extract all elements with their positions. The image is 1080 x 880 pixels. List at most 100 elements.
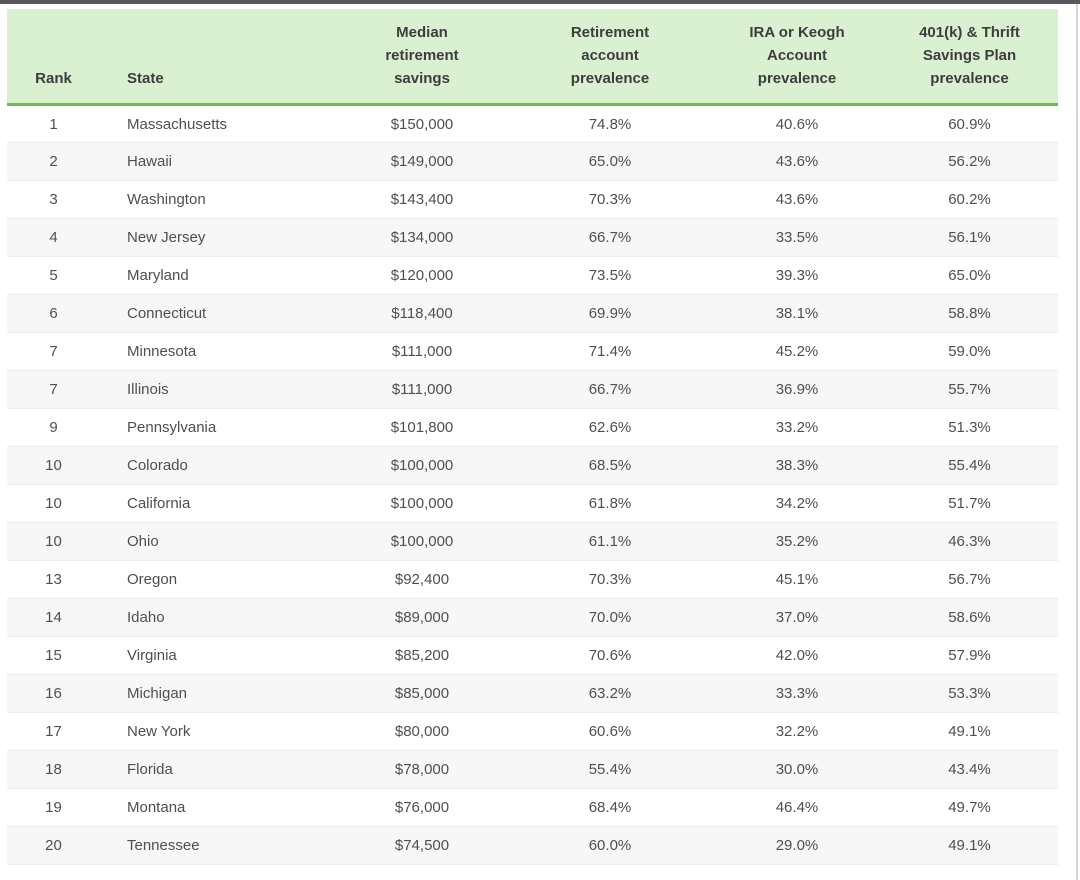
retirement-account-prevalence-cell: 55.4% (507, 750, 713, 789)
rank-cell: 15 (7, 636, 100, 675)
ira-keogh-prevalence-cell: 33.5% (713, 218, 881, 257)
retirement-savings-table: Rank State Median retirement savings Ret… (7, 9, 1058, 865)
median-savings-cell: $74,500 (337, 826, 507, 865)
table-row: 5 Maryland $120,000 73.5% 39.3% 65.0% (7, 256, 1058, 295)
retirement-account-prevalence-cell: 66.7% (507, 218, 713, 257)
ira-keogh-prevalence-cell: 34.2% (713, 484, 881, 523)
median-savings-cell: $100,000 (337, 446, 507, 485)
median-savings-cell: $85,000 (337, 674, 507, 713)
rank-cell: 7 (7, 370, 100, 409)
401k-thrift-prevalence-cell: 58.8% (881, 294, 1058, 333)
median-savings-cell: $134,000 (337, 218, 507, 257)
rank-cell: 18 (7, 750, 100, 789)
state-cell: Minnesota (100, 332, 337, 371)
retirement-account-prevalence-cell: 70.3% (507, 560, 713, 599)
ira-keogh-prevalence-cell: 45.1% (713, 560, 881, 599)
table-row: 7 Minnesota $111,000 71.4% 45.2% 59.0% (7, 332, 1058, 371)
401k-thrift-prevalence-cell: 55.7% (881, 370, 1058, 409)
ira-keogh-prevalence-cell: 37.0% (713, 598, 881, 637)
state-cell: Connecticut (100, 294, 337, 333)
table-row: 10 Ohio $100,000 61.1% 35.2% 46.3% (7, 522, 1058, 561)
table-row: 10 Colorado $100,000 68.5% 38.3% 55.4% (7, 446, 1058, 485)
401k-thrift-prevalence-cell: 59.0% (881, 332, 1058, 371)
state-cell: Colorado (100, 446, 337, 485)
ira-keogh-prevalence-cell: 30.0% (713, 750, 881, 789)
ira-keogh-prevalence-cell: 38.1% (713, 294, 881, 333)
table-row: 1 Massachusetts $150,000 74.8% 40.6% 60.9% (7, 105, 1058, 143)
median-savings-cell: $85,200 (337, 636, 507, 675)
ira-keogh-prevalence-cell: 33.3% (713, 674, 881, 713)
column-header-state: State (100, 9, 337, 106)
table-row: 13 Oregon $92,400 70.3% 45.1% 56.7% (7, 560, 1058, 599)
median-savings-cell: $89,000 (337, 598, 507, 637)
401k-thrift-prevalence-cell: 55.4% (881, 446, 1058, 485)
retirement-account-prevalence-cell: 61.8% (507, 484, 713, 523)
state-cell: Florida (100, 750, 337, 789)
401k-thrift-prevalence-cell: 56.2% (881, 142, 1058, 181)
median-savings-cell: $111,000 (337, 370, 507, 409)
table-row: 18 Florida $78,000 55.4% 30.0% 43.4% (7, 750, 1058, 789)
rank-cell: 20 (7, 826, 100, 865)
rank-cell: 10 (7, 522, 100, 561)
table-row: 7 Illinois $111,000 66.7% 36.9% 55.7% (7, 370, 1058, 409)
rank-cell: 2 (7, 142, 100, 181)
ira-keogh-prevalence-cell: 46.4% (713, 788, 881, 827)
ira-keogh-prevalence-cell: 39.3% (713, 256, 881, 295)
401k-thrift-prevalence-cell: 65.0% (881, 256, 1058, 295)
table-row: 19 Montana $76,000 68.4% 46.4% 49.7% (7, 788, 1058, 827)
state-cell: Pennsylvania (100, 408, 337, 447)
rank-cell: 14 (7, 598, 100, 637)
table-row: 20 Tennessee $74,500 60.0% 29.0% 49.1% (7, 826, 1058, 865)
state-cell: Ohio (100, 522, 337, 561)
table-header: Rank State Median retirement savings Ret… (7, 9, 1058, 106)
state-cell: Montana (100, 788, 337, 827)
rank-cell: 1 (49, 115, 58, 133)
median-savings-cell: $100,000 (337, 484, 507, 523)
retirement-account-prevalence-cell: 61.1% (507, 522, 713, 561)
ira-keogh-prevalence-cell: 38.3% (713, 446, 881, 485)
retirement-account-prevalence-cell: 71.4% (507, 332, 713, 371)
state-cell: California (100, 484, 337, 523)
ira-keogh-prevalence-cell: 45.2% (713, 332, 881, 371)
rank-cell: 7 (7, 332, 100, 371)
table-body: 1 Massachusetts $150,000 74.8% 40.6% 60.9% 2 Ha… (7, 105, 1058, 865)
retirement-account-prevalence-cell: 62.6% (507, 408, 713, 447)
table-row: 15 Virginia $85,200 70.6% 42.0% 57.9% (7, 636, 1058, 675)
table-row: 3 Washington $143,400 70.3% 43.6% 60.2% (7, 180, 1058, 219)
401k-thrift-prevalence-cell: 56.1% (881, 218, 1058, 257)
ira-keogh-prevalence-cell: 35.2% (713, 522, 881, 561)
401k-thrift-prevalence-cell: 49.1% (881, 712, 1058, 751)
state-cell: Illinois (100, 370, 337, 409)
retirement-account-prevalence-cell: 65.0% (507, 142, 713, 181)
state-cell: Massachusetts (127, 115, 228, 133)
rank-cell: 10 (7, 484, 100, 523)
median-savings-cell: $76,000 (337, 788, 507, 827)
table-row: 6 Connecticut $118,400 69.9% 38.1% 58.8% (7, 294, 1058, 333)
column-header-rank: Rank (7, 9, 100, 106)
ira-keogh-prevalence-cell: 43.6% (713, 180, 881, 219)
retirement-account-prevalence-cell: 66.7% (507, 370, 713, 409)
401k-thrift-prevalence-cell: 49.7% (881, 788, 1058, 827)
retirement-account-prevalence-cell: 73.5% (507, 256, 713, 295)
page: Rank State Median retirement savings Ret… (0, 4, 1080, 865)
state-cell: New York (100, 712, 337, 751)
median-savings-cell: $111,000 (337, 332, 507, 371)
401k-thrift-prevalence-cell: 43.4% (881, 750, 1058, 789)
median-savings-cell: $150,000 (390, 115, 454, 133)
rank-cell: 19 (7, 788, 100, 827)
median-savings-cell: $100,000 (337, 522, 507, 561)
state-cell: Maryland (100, 256, 337, 295)
state-cell: Washington (100, 180, 337, 219)
table-row: 17 New York $80,000 60.6% 32.2% 49.1% (7, 712, 1058, 751)
rank-cell: 5 (7, 256, 100, 295)
column-header-401k-thrift-prevalence: 401(k) & Thrift Savings Plan prevalence (881, 9, 1058, 106)
median-savings-cell: $80,000 (337, 712, 507, 751)
401k-thrift-prevalence-cell: 53.3% (881, 674, 1058, 713)
header-row: Rank State Median retirement savings Ret… (7, 9, 1058, 106)
ira-keogh-prevalence-cell: 33.2% (713, 408, 881, 447)
median-savings-cell: $78,000 (337, 750, 507, 789)
state-cell: Idaho (100, 598, 337, 637)
state-cell: Hawaii (100, 142, 337, 181)
table-row: 9 Pennsylvania $101,800 62.6% 33.2% 51.3% (7, 408, 1058, 447)
top-border-bar (0, 0, 1080, 4)
